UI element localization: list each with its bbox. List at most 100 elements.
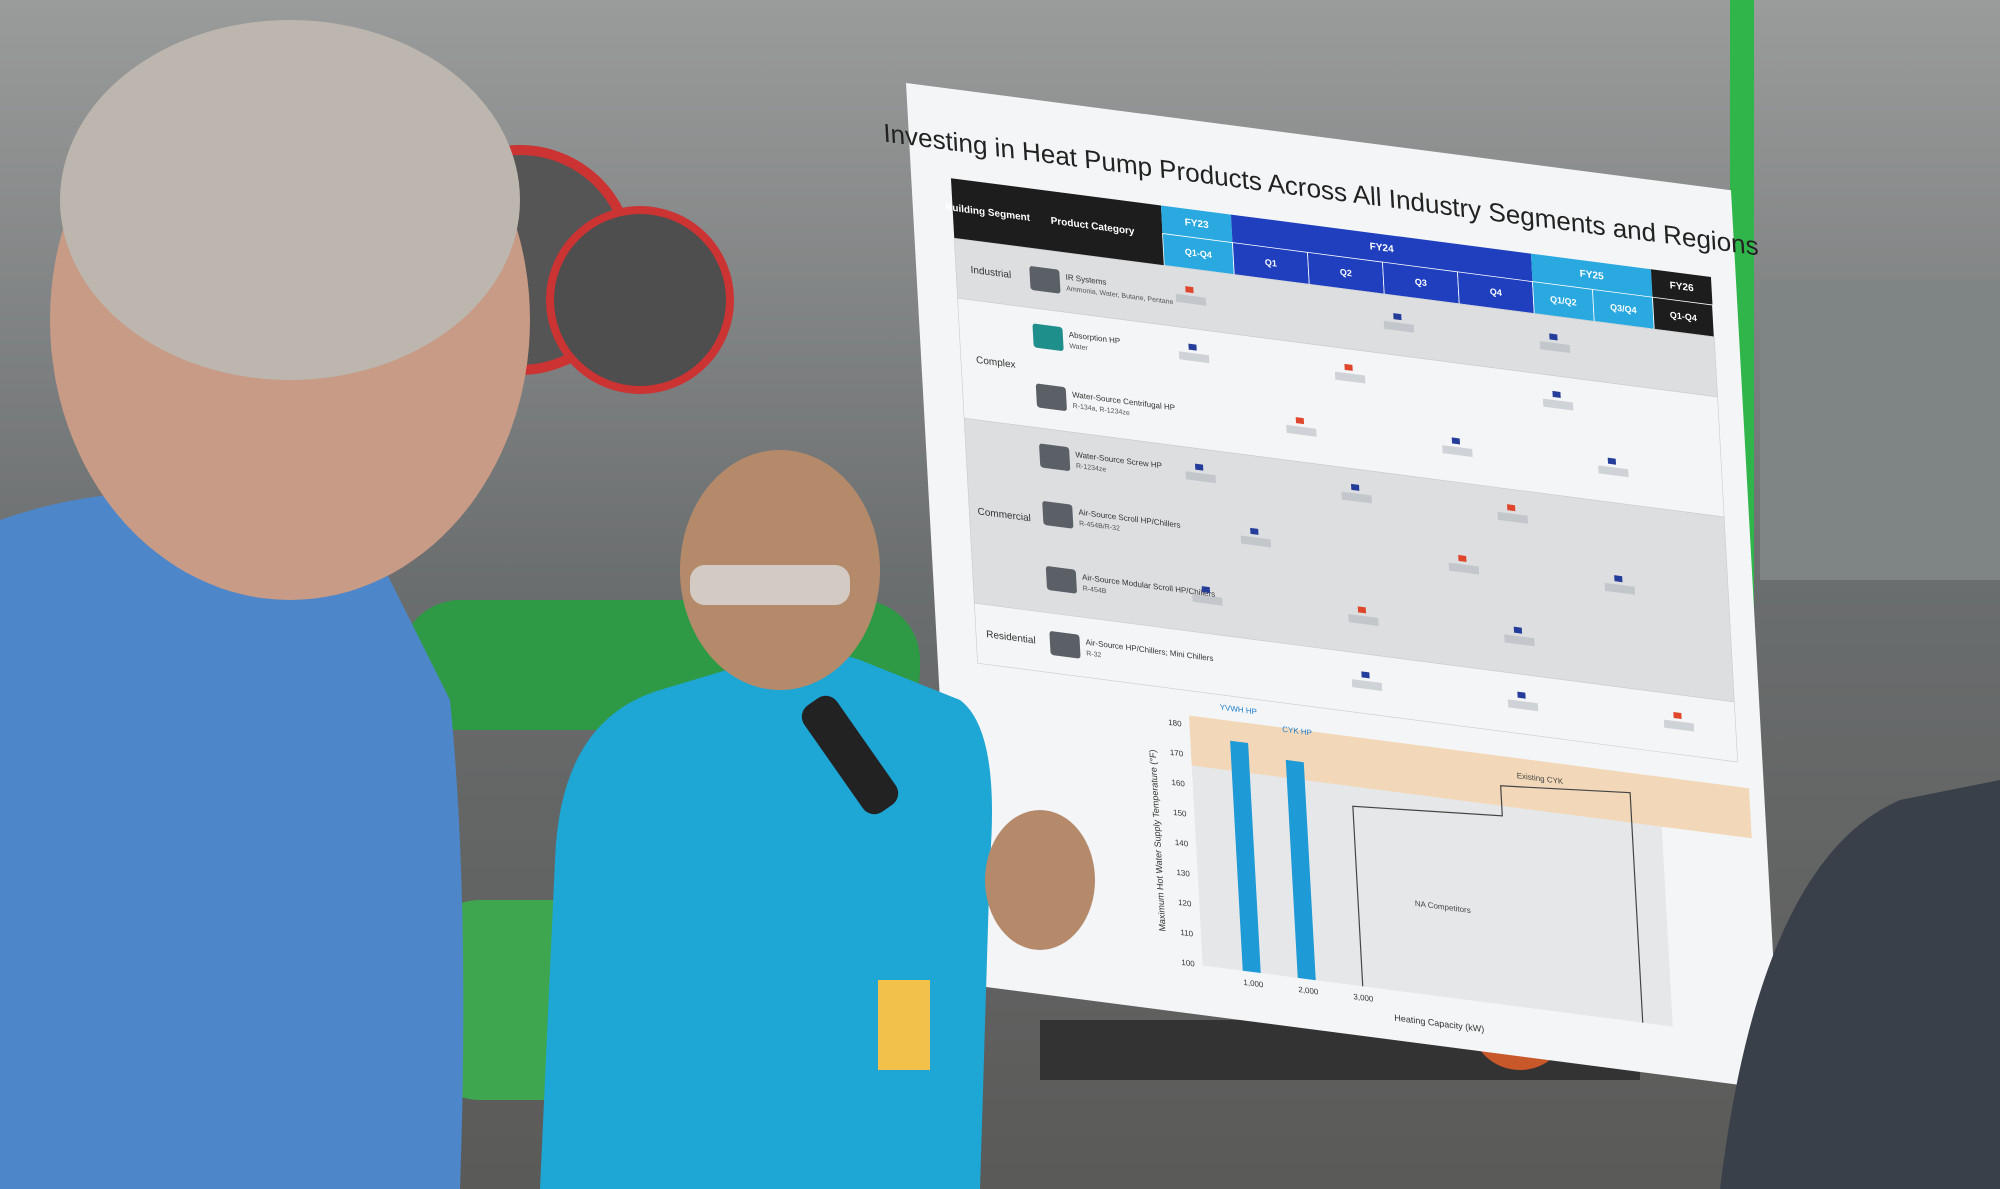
x-tick-label: 1,000 — [1243, 978, 1264, 990]
safety-glasses — [690, 565, 850, 605]
segment-label: Complex — [976, 355, 1016, 371]
launch-note — [1539, 341, 1571, 354]
x-tick-label: 2,000 — [1298, 985, 1319, 997]
y-tick-label: 160 — [1171, 778, 1185, 789]
presenter-hand — [985, 810, 1095, 950]
y-tick-label: 140 — [1175, 838, 1189, 849]
attendee-hair — [60, 20, 520, 380]
year-cell — [1160, 205, 1233, 243]
launch-note — [1442, 445, 1473, 457]
y-tick-label: 100 — [1181, 958, 1195, 969]
launch-note — [1334, 371, 1366, 384]
launch-flag — [1552, 390, 1561, 398]
launch-note — [1348, 614, 1379, 626]
period-label: Q1/Q2 — [1550, 294, 1577, 307]
period-label: Q4 — [1490, 286, 1503, 298]
launch-flag — [1357, 606, 1367, 614]
y-tick-label: 130 — [1176, 868, 1190, 879]
presenter-shirt — [540, 650, 992, 1189]
launch-flag — [1451, 437, 1461, 445]
existing-line — [1352, 785, 1644, 1023]
period-label: Q3/Q4 — [1610, 302, 1637, 315]
launch-note — [1351, 679, 1383, 691]
launch-flag — [1393, 313, 1402, 321]
year-cell — [1530, 253, 1653, 298]
poster: Investing in Heat Pump Products Across A… — [883, 83, 1781, 1091]
year-cell — [1230, 214, 1533, 282]
launch-note — [1178, 351, 1210, 364]
header-cell — [950, 178, 1165, 266]
launch-note — [1286, 424, 1317, 437]
launch-note — [1497, 511, 1528, 524]
launch-note — [1542, 398, 1574, 411]
year-cell — [1650, 269, 1713, 305]
year-label: FY25 — [1579, 269, 1604, 283]
target-band — [1189, 715, 1752, 839]
launch-flag — [1195, 463, 1204, 471]
launch-flag — [1517, 691, 1526, 699]
period-label: Q1-Q4 — [1185, 247, 1213, 260]
launch-note — [1504, 634, 1535, 647]
hose-reel — [546, 206, 734, 394]
launch-note — [1383, 320, 1415, 333]
launch-flag — [1458, 554, 1467, 562]
product-icon — [1045, 566, 1077, 594]
year-label: FY26 — [1669, 280, 1694, 294]
launch-flag — [1513, 626, 1523, 634]
launch-flag — [1507, 504, 1516, 512]
bar — [1230, 740, 1261, 974]
launch-note — [1598, 465, 1629, 478]
y-tick-label: 170 — [1170, 748, 1184, 759]
x-tick-label: 3,000 — [1353, 992, 1374, 1004]
y-tick-label: 150 — [1173, 808, 1187, 819]
attendee-shoulder — [1720, 780, 2000, 1189]
launch-flag — [1188, 343, 1197, 351]
badge — [878, 980, 930, 1070]
launch-note — [1175, 293, 1207, 306]
period-label: Q1 — [1265, 257, 1278, 269]
product-icon — [1039, 443, 1071, 471]
year-label: FY24 — [1369, 241, 1394, 255]
launch-flag — [1673, 711, 1682, 719]
segment-label: Industrial — [970, 265, 1011, 281]
launch-flag — [1201, 586, 1211, 594]
product-icon — [1035, 383, 1067, 411]
machine — [1760, 280, 2000, 580]
refrigerant: R-32 — [1086, 650, 1102, 659]
people — [0, 20, 2000, 1189]
period-label: Q3 — [1415, 277, 1428, 289]
launch-note — [1507, 699, 1539, 712]
year-label: FY23 — [1184, 217, 1209, 231]
period-label: Q2 — [1340, 267, 1353, 279]
launch-note — [1240, 535, 1272, 548]
microphone — [801, 695, 899, 815]
y-tick-label: 180 — [1168, 718, 1182, 729]
product-icon — [1049, 631, 1081, 659]
refrigerant: Water — [1069, 343, 1088, 352]
y-tick-label: 120 — [1178, 898, 1192, 909]
launch-flag — [1250, 527, 1259, 535]
product-icon — [1029, 266, 1061, 294]
refrigerant: R-1234ze — [1076, 463, 1107, 474]
launch-note — [1448, 562, 1480, 575]
launch-flag — [1607, 457, 1617, 465]
launch-flag — [1549, 333, 1558, 341]
launch-flag — [1351, 483, 1360, 491]
chart-annotation: CYK HP — [1282, 725, 1312, 738]
launch-flag — [1295, 417, 1305, 425]
launch-note — [1604, 582, 1636, 595]
bar — [1285, 759, 1316, 981]
launch-flag — [1614, 575, 1623, 583]
launch-note — [1663, 719, 1695, 732]
launch-flag — [1344, 363, 1353, 371]
refrigerant: R-454B — [1083, 585, 1107, 595]
launch-flag — [1185, 286, 1194, 294]
product-icon — [1042, 501, 1074, 529]
attendee-jacket — [0, 492, 464, 1189]
launch-flag — [1361, 671, 1370, 679]
launch-note — [1192, 593, 1223, 606]
y-tick-label: 110 — [1180, 928, 1194, 939]
launch-note — [1341, 491, 1372, 504]
period-label: Q1-Q4 — [1670, 310, 1698, 323]
